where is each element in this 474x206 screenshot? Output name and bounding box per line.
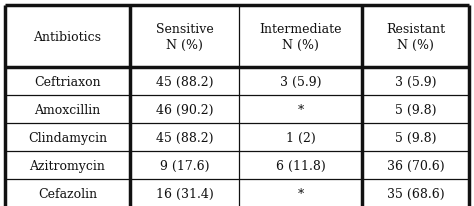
Text: 6 (11.8): 6 (11.8): [276, 159, 326, 172]
Text: 3 (5.9): 3 (5.9): [395, 75, 437, 88]
Text: 46 (90.2): 46 (90.2): [156, 103, 213, 116]
Text: Sensitive
N (%): Sensitive N (%): [156, 23, 214, 52]
Text: 45 (88.2): 45 (88.2): [156, 75, 213, 88]
Text: *: *: [298, 103, 304, 116]
Text: 45 (88.2): 45 (88.2): [156, 131, 213, 144]
Text: 16 (31.4): 16 (31.4): [156, 187, 214, 200]
Text: 36 (70.6): 36 (70.6): [387, 159, 445, 172]
Text: *: *: [298, 187, 304, 200]
Text: 3 (5.9): 3 (5.9): [280, 75, 322, 88]
Text: Ceftriaxon: Ceftriaxon: [34, 75, 101, 88]
Text: Amoxcillin: Amoxcillin: [34, 103, 100, 116]
Text: Clindamycin: Clindamycin: [28, 131, 107, 144]
Text: Antibiotics: Antibiotics: [34, 31, 101, 43]
Text: 9 (17.6): 9 (17.6): [160, 159, 210, 172]
Text: Azitromycin: Azitromycin: [29, 159, 105, 172]
Text: Cefazolin: Cefazolin: [38, 187, 97, 200]
Text: 5 (9.8): 5 (9.8): [395, 131, 437, 144]
Text: 1 (2): 1 (2): [286, 131, 316, 144]
Text: Intermediate
N (%): Intermediate N (%): [260, 23, 342, 52]
Text: 5 (9.8): 5 (9.8): [395, 103, 437, 116]
Text: 35 (68.6): 35 (68.6): [387, 187, 445, 200]
Text: Resistant
N (%): Resistant N (%): [386, 23, 446, 52]
